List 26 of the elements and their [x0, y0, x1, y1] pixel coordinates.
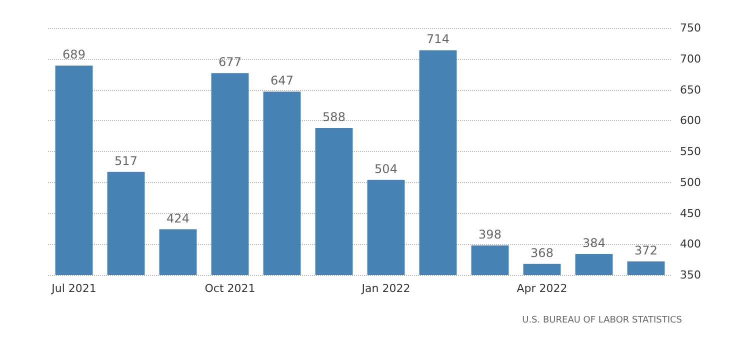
x-tick-label: Jul 2021 — [50, 282, 96, 295]
data-label: 372 — [634, 243, 658, 258]
data-label: 424 — [166, 211, 190, 226]
x-tick-label: Apr 2022 — [516, 282, 568, 295]
data-label: 677 — [218, 55, 242, 70]
data-label: 689 — [62, 48, 86, 62]
y-tick-label: 450 — [680, 206, 701, 220]
x-tick-label: Oct 2021 — [204, 282, 256, 295]
y-tick-label: 400 — [680, 238, 701, 251]
x-tick-label: Jan 2022 — [360, 282, 410, 295]
data-label: 647 — [270, 74, 294, 88]
data-label: 384 — [582, 236, 606, 250]
data-label: 398 — [478, 227, 502, 242]
data-label: 504 — [374, 162, 398, 176]
data-label: 517 — [114, 154, 138, 168]
data-label: 588 — [322, 110, 346, 124]
y-tick-label: 650 — [680, 83, 701, 96]
data-label: 368 — [530, 246, 554, 260]
text: U.S. BUREAU OF LABOR STATISTICS — [522, 316, 682, 326]
y-tick-label: 550 — [680, 145, 701, 158]
y-tick-label: 600 — [680, 114, 701, 128]
y-tick-label: 500 — [680, 176, 701, 189]
y-tick-label: 350 — [680, 268, 701, 282]
y-tick-label: 700 — [680, 52, 701, 66]
data-label: 714 — [426, 32, 450, 46]
y-tick-label: 750 — [680, 22, 701, 34]
